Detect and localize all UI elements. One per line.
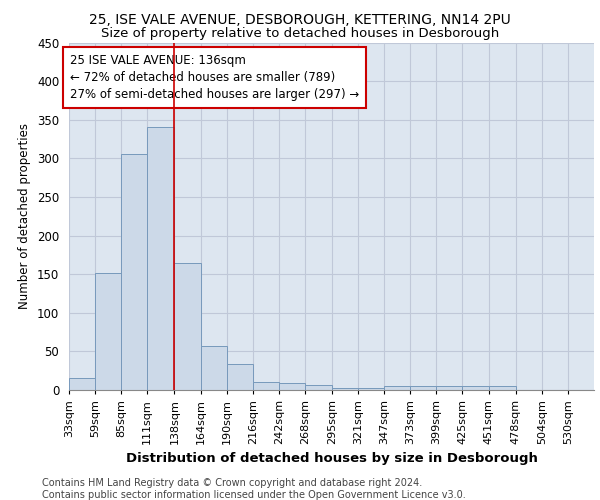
Bar — [463, 386, 488, 390]
Bar — [436, 386, 463, 390]
Bar — [121, 154, 147, 390]
Bar — [227, 364, 253, 390]
Text: 25, ISE VALE AVENUE, DESBOROUGH, KETTERING, NN14 2PU: 25, ISE VALE AVENUE, DESBOROUGH, KETTERI… — [89, 12, 511, 26]
Bar — [253, 382, 279, 390]
Text: Contains public sector information licensed under the Open Government Licence v3: Contains public sector information licen… — [42, 490, 466, 500]
Bar — [305, 386, 332, 390]
Bar — [69, 378, 95, 390]
Bar — [147, 128, 175, 390]
Bar — [594, 387, 600, 390]
Bar — [488, 386, 516, 390]
Bar — [279, 383, 305, 390]
Bar — [410, 386, 436, 390]
Bar — [175, 262, 200, 390]
Text: 25 ISE VALE AVENUE: 136sqm
← 72% of detached houses are smaller (789)
27% of sem: 25 ISE VALE AVENUE: 136sqm ← 72% of deta… — [70, 54, 359, 101]
Text: Contains HM Land Registry data © Crown copyright and database right 2024.: Contains HM Land Registry data © Crown c… — [42, 478, 422, 488]
Text: Size of property relative to detached houses in Desborough: Size of property relative to detached ho… — [101, 28, 499, 40]
Bar — [95, 272, 121, 390]
Bar — [358, 388, 384, 390]
X-axis label: Distribution of detached houses by size in Desborough: Distribution of detached houses by size … — [125, 452, 538, 466]
Bar — [332, 388, 358, 390]
Bar — [200, 346, 227, 390]
Bar — [384, 386, 410, 390]
Y-axis label: Number of detached properties: Number of detached properties — [19, 123, 31, 309]
